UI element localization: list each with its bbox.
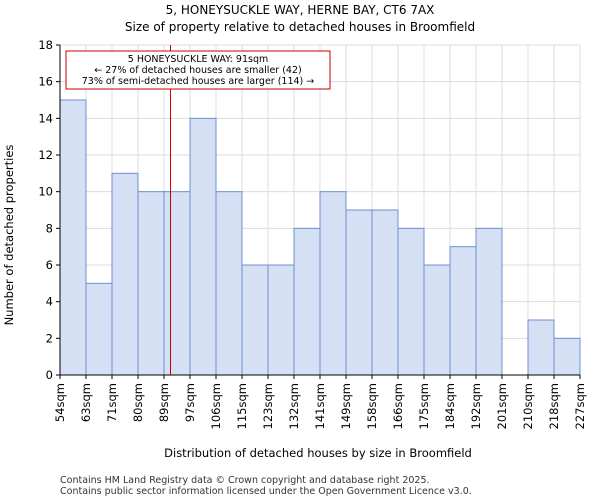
bar-166sqm [397, 227, 425, 376]
bar-106sqm [215, 191, 243, 376]
x-tick-label-184sqm: 184sqm [443, 383, 457, 429]
bar-123sqm [267, 264, 295, 376]
bar-149sqm [345, 209, 373, 376]
chart-title: 5, HONEYSUCKLE WAY, HERNE BAY, CT6 7AX [166, 3, 435, 17]
y-tick-label-6: 6 [46, 258, 53, 272]
bar-218sqm [553, 337, 581, 376]
y-tick-label-12: 12 [38, 148, 53, 162]
x-tick-label-106sqm: 106sqm [209, 383, 223, 429]
bar-192sqm [475, 227, 503, 376]
x-tick-label-166sqm: 166sqm [391, 383, 405, 429]
x-tick-label-71sqm: 71sqm [105, 383, 119, 422]
bar-71sqm [111, 172, 139, 376]
y-axis-label: Number of detached properties [2, 145, 16, 326]
footer-line-2: Contains public sector information licen… [60, 486, 472, 497]
y-tick-label-18: 18 [38, 38, 53, 52]
x-tick-label-210sqm: 210sqm [521, 383, 535, 429]
x-tick-label-89sqm: 89sqm [157, 383, 171, 422]
y-tick-label-8: 8 [46, 221, 53, 235]
bar-63sqm [85, 282, 113, 376]
annotation-line-1: 5 HONEYSUCKLE WAY: 91sqm [128, 54, 268, 65]
footer-line-1: Contains HM Land Registry data © Crown c… [60, 475, 430, 486]
bar-89sqm [163, 191, 191, 376]
y-ticks: 0 2 4 6 8 10 12 14 16 18 [38, 38, 60, 382]
x-tick-label-80sqm: 80sqm [131, 383, 145, 422]
x-ticks: 54sqm 63sqm 71sqm 80sqm 89sqm 97sqm 106sqm 115s… [53, 375, 587, 429]
bar-210sqm [527, 319, 555, 376]
annotation-line-3: 73% of semi-detached houses are larger (… [82, 76, 315, 87]
x-tick-label-149sqm: 149sqm [339, 383, 353, 429]
x-tick-label-54sqm: 54sqm [53, 383, 67, 422]
x-tick-label-175sqm: 175sqm [417, 383, 431, 429]
annotation-box [65, 50, 331, 90]
y-tick-label-2: 2 [46, 331, 53, 345]
bar-141sqm [319, 191, 347, 376]
x-tick-label-63sqm: 63sqm [79, 383, 93, 422]
x-tick-label-97sqm: 97sqm [183, 383, 197, 422]
x-tick-label-158sqm: 158sqm [365, 383, 379, 429]
y-tick-label-16: 16 [38, 75, 53, 89]
bar-115sqm [241, 264, 269, 376]
y-tick-label-10: 10 [38, 185, 53, 199]
x-tick-label-141sqm: 141sqm [313, 383, 327, 429]
bar-97sqm [189, 117, 217, 376]
x-axis-label: Distribution of detached houses by size … [164, 446, 472, 460]
marker-layer: 5 HONEYSUCKLE WAY: 91sqm ← 27% of detach… [65, 45, 331, 375]
x-tick-label-132sqm: 132sqm [287, 383, 301, 429]
x-tick-label-123sqm: 123sqm [261, 383, 275, 429]
x-tick-label-192sqm: 192sqm [469, 383, 483, 429]
bar-184sqm [449, 246, 477, 376]
bars-layer [59, 99, 581, 376]
bar-80sqm [137, 191, 165, 376]
bar-54sqm [59, 99, 87, 376]
y-tick-label-14: 14 [38, 111, 53, 125]
annotation-line-2: ← 27% of detached houses are smaller (42… [94, 65, 301, 76]
bar-175sqm [423, 264, 451, 376]
x-tick-label-201sqm: 201sqm [495, 383, 509, 429]
y-tick-label-4: 4 [46, 295, 53, 309]
x-tick-label-115sqm: 115sqm [235, 383, 249, 429]
bar-132sqm [293, 227, 321, 376]
x-tick-label-227sqm: 227sqm [573, 383, 587, 429]
bar-158sqm [371, 209, 399, 376]
y-tick-label-0: 0 [46, 368, 53, 382]
chart-subtitle: Size of property relative to detached ho… [125, 20, 475, 34]
x-tick-label-218sqm: 218sqm [547, 383, 561, 429]
